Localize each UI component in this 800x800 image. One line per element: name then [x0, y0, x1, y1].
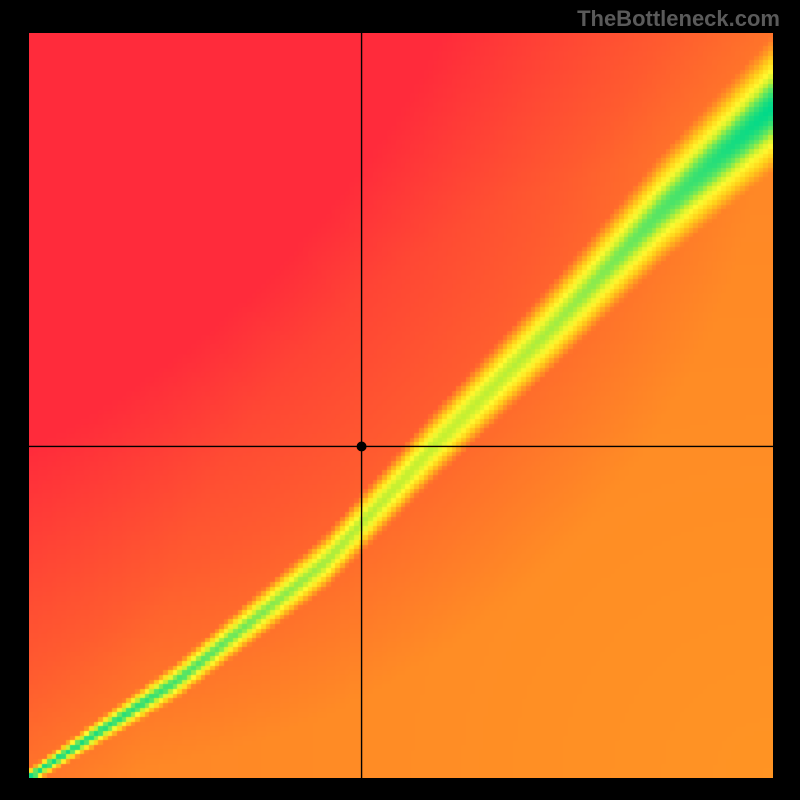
watermark-text: TheBottleneck.com — [577, 6, 780, 32]
chart-container: TheBottleneck.com — [0, 0, 800, 800]
bottleneck-heatmap — [29, 33, 773, 778]
